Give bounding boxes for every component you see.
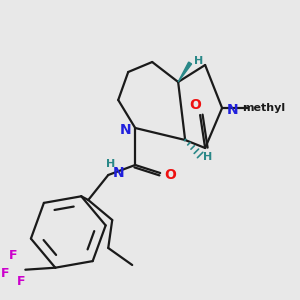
Text: O: O [164, 168, 176, 182]
Text: H: H [194, 56, 203, 66]
Text: N: N [112, 166, 124, 180]
Text: H: H [106, 159, 115, 169]
Text: F: F [1, 267, 10, 280]
Polygon shape [178, 62, 192, 82]
Text: F: F [9, 249, 18, 262]
Text: F: F [17, 275, 26, 288]
Text: N: N [226, 103, 238, 117]
Text: O: O [189, 98, 201, 112]
Text: methyl: methyl [242, 103, 286, 113]
Text: H: H [203, 152, 213, 162]
Text: N: N [119, 123, 131, 137]
